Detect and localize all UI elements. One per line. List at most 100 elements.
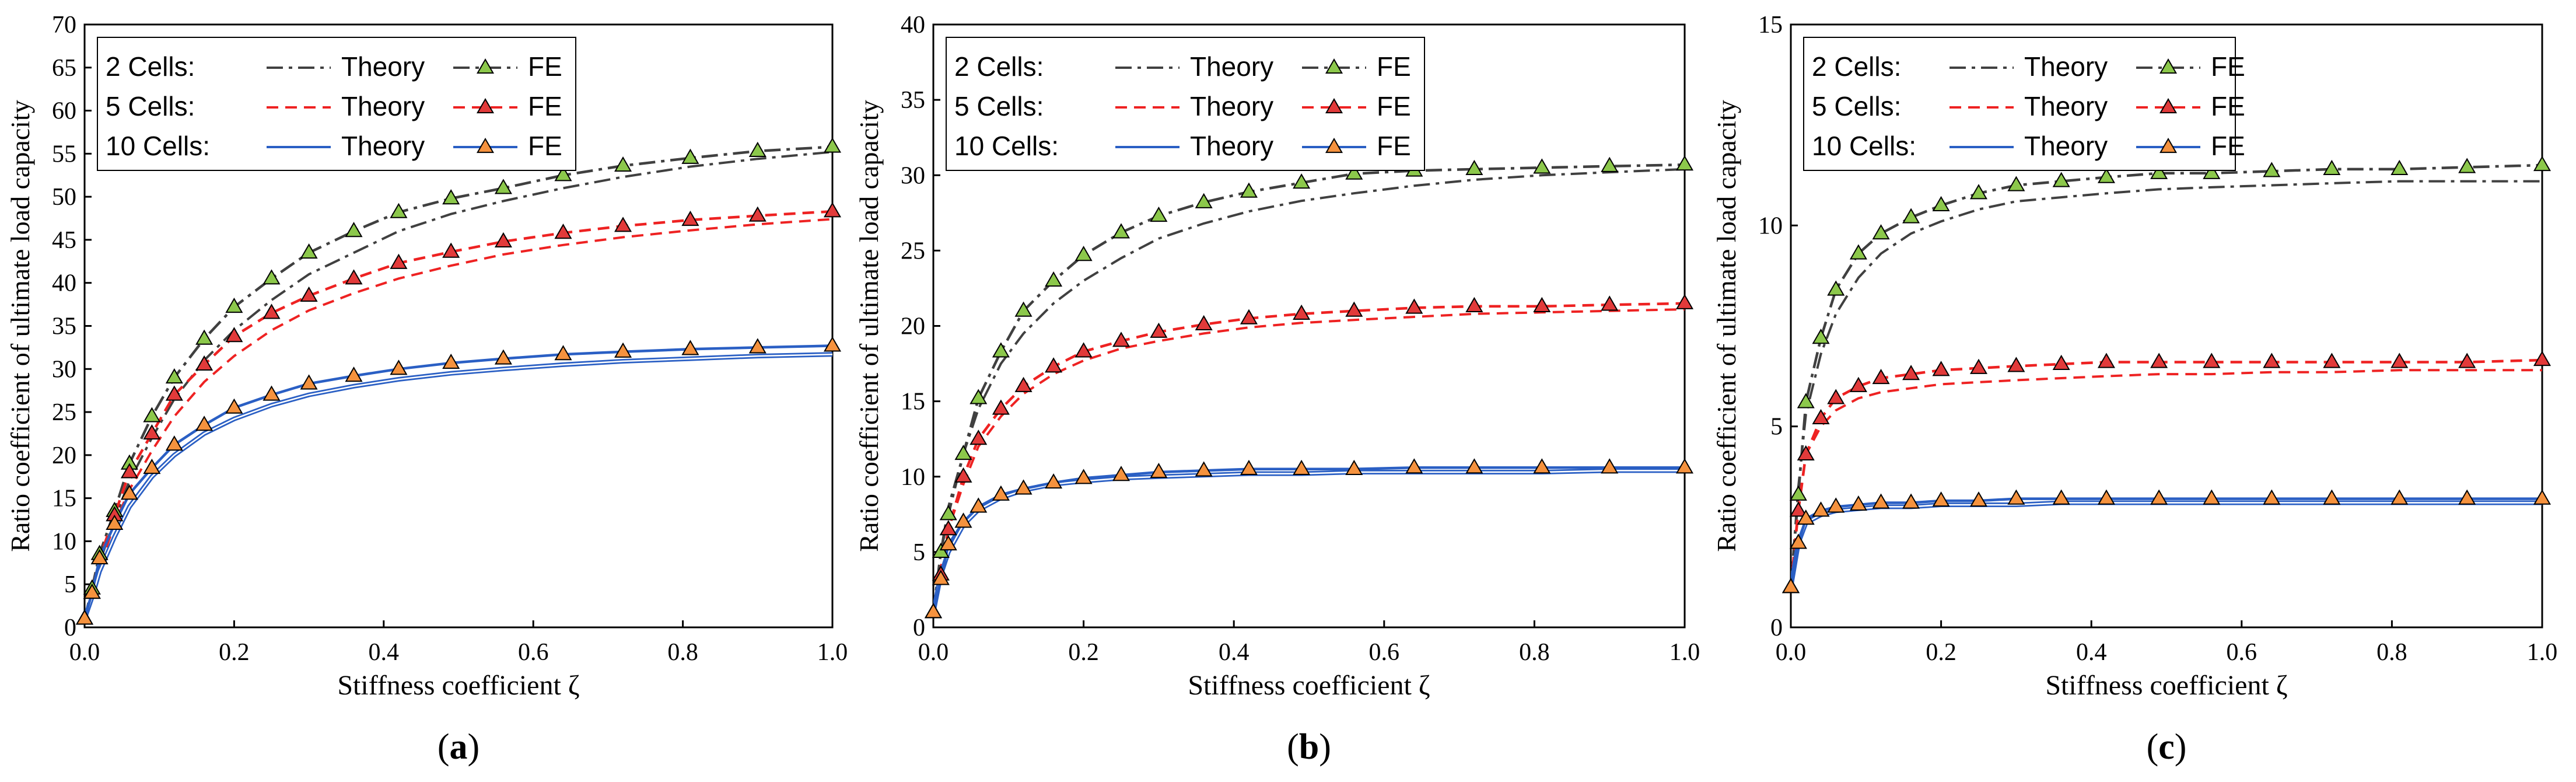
- fe-marker-5cells: [1345, 301, 1363, 317]
- chart-panel-c: 0.0 0.2 0.4 0.6 0.8 1.0 0 5 10 15 Stiffness coeffi…: [1712, 12, 2557, 767]
- y-tick-label: 30: [52, 356, 76, 383]
- fe-marker-5cells: [614, 217, 632, 232]
- legend-group-label: 10 Cells:: [106, 131, 210, 161]
- x-tick-label: 0.8: [667, 639, 698, 666]
- fe-marker-5cells: [681, 210, 699, 226]
- fe-marker-2cells: [165, 368, 183, 384]
- series-line-2cells-theory: [1791, 180, 2542, 588]
- fe-marker-10cells: [1675, 458, 1694, 474]
- y-axis-title: Ratio coefficient of ultimate load capac…: [854, 100, 884, 551]
- y-tick-label: 5: [1770, 414, 1783, 441]
- legend-theory-label: Theory: [2024, 91, 2108, 121]
- y-tick-label: 0: [64, 615, 76, 641]
- fe-marker-2cells: [143, 407, 161, 423]
- fe-marker-2cells: [2097, 167, 2115, 183]
- fe-marker-2cells: [195, 329, 214, 345]
- fe-marker-2cells: [1240, 182, 1258, 198]
- x-axis-title: Stiffness coefficient ζ: [337, 670, 579, 701]
- fe-marker-5cells: [1240, 309, 1258, 324]
- fe-marker-2cells: [1345, 164, 1363, 180]
- fe-marker-2cells: [225, 298, 243, 313]
- fe-marker-2cells: [2150, 163, 2168, 179]
- panel-label: (c): [2147, 727, 2187, 767]
- fe-marker-10cells: [300, 374, 318, 390]
- legend-group-label: 10 Cells:: [954, 131, 1059, 161]
- fe-marker-10cells: [1849, 495, 1867, 511]
- y-tick-label: 40: [52, 270, 76, 297]
- x-tick-label: 0.4: [2076, 639, 2107, 666]
- y-tick-label: 15: [901, 389, 925, 416]
- fe-marker-10cells: [1932, 491, 1950, 507]
- legend-group-label: 5 Cells:: [1812, 91, 1901, 121]
- fe-marker-10cells: [345, 366, 363, 382]
- legend-fe-label: FE: [1377, 51, 1411, 82]
- fe-marker-2cells: [1969, 184, 1988, 200]
- legend-fe-label: FE: [1377, 131, 1411, 161]
- y-tick-label: 45: [52, 227, 76, 254]
- fe-marker-5cells: [225, 327, 243, 343]
- chart-panel-b: 0.0 0.2 0.4 0.6 0.8 1.0 0 5 10 15 20 25 30 35 40 Stiffn…: [854, 12, 1700, 767]
- y-tick-label: 20: [52, 442, 76, 469]
- fe-marker-2cells: [2390, 159, 2409, 176]
- series-line-2cells-fe: [1791, 163, 2542, 588]
- fe-marker-10cells: [2263, 489, 2281, 505]
- y-tick-label: 55: [52, 141, 76, 167]
- fe-marker-10cells: [2007, 489, 2025, 505]
- fe-marker-2cells: [442, 189, 460, 205]
- x-tick-label: 1.0: [2527, 639, 2558, 666]
- fe-marker-2cells: [1465, 159, 1483, 176]
- fe-marker-10cells: [2323, 489, 2341, 505]
- panel-label-close: ): [2175, 727, 2187, 767]
- x-tick-label: 0.2: [219, 639, 250, 666]
- fe-marker-2cells: [954, 445, 972, 460]
- fe-marker-5cells: [1293, 304, 1311, 320]
- fe-marker-2cells: [1812, 329, 1830, 344]
- fe-marker-5cells: [1827, 389, 1845, 404]
- panel-label: (b): [1287, 727, 1331, 767]
- fe-marker-10cells: [748, 338, 766, 354]
- y-tick-label: 10: [901, 464, 925, 491]
- panel-label-close: ): [1319, 727, 1331, 767]
- fe-marker-10cells: [1045, 473, 1063, 489]
- panel-label-letter: c: [2158, 727, 2175, 767]
- fe-marker-5cells: [1112, 331, 1130, 347]
- fe-marker-10cells: [970, 497, 988, 513]
- fe-marker-5cells: [1014, 376, 1032, 392]
- legend-theory-label: Theory: [341, 91, 425, 121]
- x-tick-label: 0.2: [1068, 639, 1099, 666]
- fe-marker-5cells: [195, 355, 214, 371]
- fe-marker-10cells: [554, 345, 572, 361]
- fe-marker-10cells: [823, 336, 842, 352]
- fe-marker-2cells: [932, 542, 950, 558]
- x-tick-label: 1.0: [817, 639, 848, 666]
- fe-marker-5cells: [165, 385, 183, 401]
- fe-marker-5cells: [300, 286, 318, 302]
- fe-marker-5cells: [1675, 294, 1694, 309]
- y-tick-label: 5: [913, 539, 925, 566]
- fe-marker-10cells: [2052, 489, 2070, 505]
- fe-marker-2cells: [748, 141, 766, 158]
- fe-marker-5cells: [2052, 354, 2070, 371]
- fe-marker-10cells: [1789, 533, 1807, 549]
- fe-marker-5cells: [970, 430, 988, 445]
- y-tick-label: 50: [52, 184, 76, 211]
- fe-marker-10cells: [143, 458, 161, 474]
- fe-marker-10cells: [83, 583, 101, 599]
- x-axis-title: Stiffness coefficient ζ: [2045, 670, 2287, 701]
- x-tick-label: 0.8: [2376, 639, 2407, 666]
- fe-marker-2cells: [1014, 301, 1032, 317]
- y-tick-label: 15: [52, 486, 76, 512]
- fe-marker-10cells: [1074, 469, 1093, 484]
- fe-marker-10cells: [1827, 497, 1845, 513]
- legend-fe-label: FE: [528, 51, 562, 82]
- fe-marker-2cells: [2007, 176, 2025, 191]
- series-line-5cells-theory: [85, 218, 832, 619]
- y-tick-label: 15: [1758, 12, 1783, 39]
- fe-marker-2cells: [2533, 156, 2552, 172]
- fe-marker-5cells: [2097, 352, 2115, 368]
- panel-label-letter: a: [450, 727, 468, 767]
- fe-marker-2cells: [494, 179, 512, 194]
- legend-fe-marker: [476, 58, 495, 74]
- fe-marker-2cells: [1601, 156, 1619, 172]
